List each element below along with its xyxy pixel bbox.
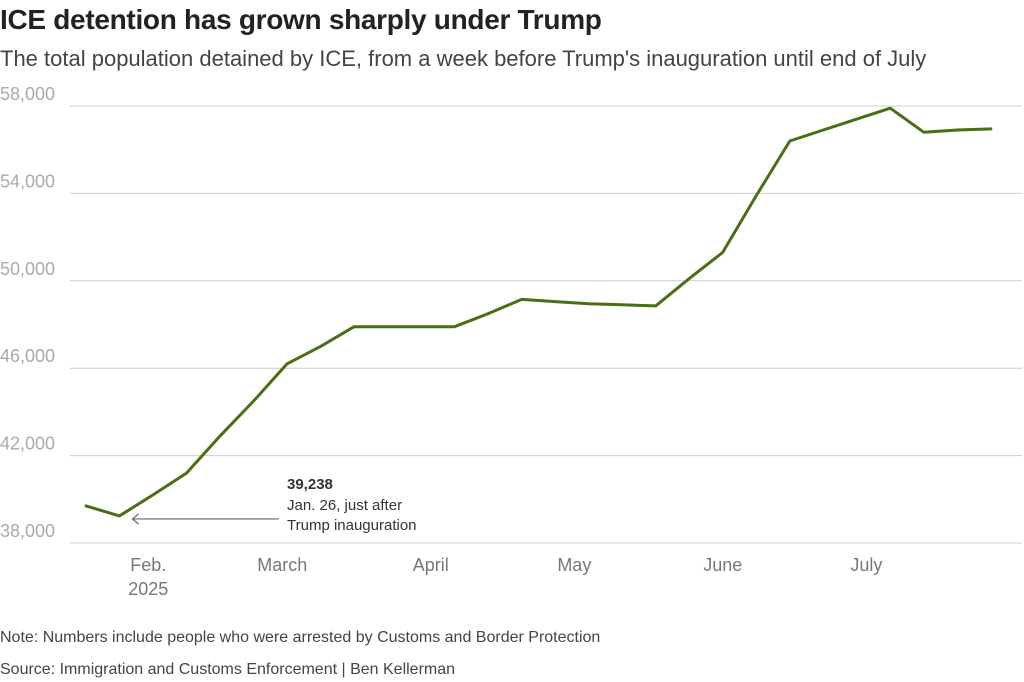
chart-subtitle: The total population detained by ICE, fr… [0, 46, 927, 71]
series-line-0 [84, 106, 993, 518]
chart-source: Source: Immigration and Customs Enforcem… [0, 661, 456, 678]
data-point [621, 303, 624, 306]
data-point [219, 434, 222, 437]
data-point [587, 302, 590, 305]
y-tick-label-58000: 58,000 [0, 84, 55, 104]
data-point [755, 194, 758, 197]
series-layer [84, 106, 993, 518]
data-point [554, 300, 557, 303]
y-axis-labels: 38,000 42,000 46,000 50,000 54,000 58,000 [0, 84, 55, 541]
annotation-value: 39,238 [287, 476, 333, 493]
data-point [688, 277, 691, 280]
data-point [453, 325, 456, 328]
x-tick-label-0: Feb. [130, 555, 166, 575]
data-point [520, 298, 523, 301]
data-point [487, 312, 490, 315]
x-tick-label-2: April [413, 555, 449, 575]
data-point [956, 129, 959, 132]
x-tick-label-1: March [257, 555, 307, 575]
y-tick-label-38000: 38,000 [0, 521, 55, 541]
data-point [85, 504, 88, 507]
x-tick-label-3: May [557, 555, 591, 575]
data-point [118, 514, 121, 517]
chart-note: Note: Numbers include people who were ar… [0, 629, 601, 646]
y-tick-label-42000: 42,000 [0, 434, 55, 454]
data-point [152, 493, 155, 496]
data-point [721, 251, 724, 254]
data-point [420, 325, 423, 328]
data-point [654, 304, 657, 307]
x-tick-label-4: June [703, 555, 742, 575]
data-point [252, 399, 255, 402]
data-point [989, 127, 992, 130]
annotation: 39,238 Jan. 26, just after Trump inaugurat… [131, 476, 417, 534]
data-point [386, 325, 389, 328]
data-point [922, 131, 925, 134]
annotation-arrow-head [131, 513, 139, 525]
data-point [286, 362, 289, 365]
annotation-text-0: Jan. 26, just after [287, 497, 402, 514]
data-point [855, 118, 858, 121]
data-point [889, 107, 892, 110]
x-tick-sublabel-0: 2025 [128, 579, 168, 599]
x-tick-label-5: July [850, 555, 882, 575]
annotation-text-1: Trump inauguration [287, 517, 417, 534]
data-point [788, 139, 791, 142]
gridlines [70, 105, 1022, 544]
chart-title: ICE detention has grown sharply under Tr… [0, 4, 602, 35]
y-tick-label-54000: 54,000 [0, 171, 55, 191]
y-tick-label-50000: 50,000 [0, 259, 55, 279]
data-point [185, 472, 188, 475]
data-point [822, 129, 825, 132]
x-axis-labels: Feb. 2025 March April May June July [128, 555, 882, 599]
data-point [319, 345, 322, 348]
data-point [353, 325, 356, 328]
y-tick-label-46000: 46,000 [0, 346, 55, 366]
